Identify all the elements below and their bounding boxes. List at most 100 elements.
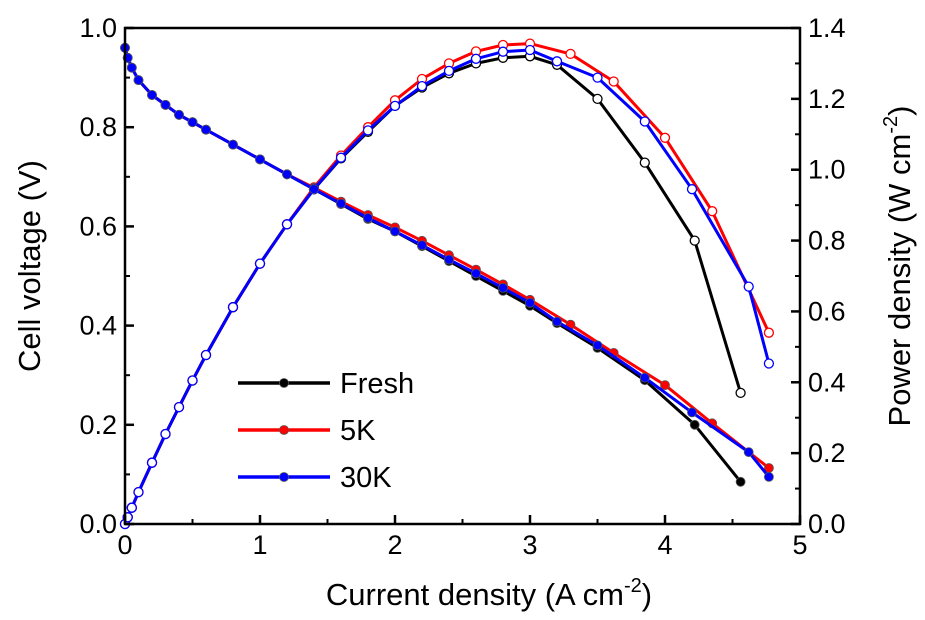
series-layer [119,38,775,530]
power-point [281,219,293,230]
y-left-tick-label: 0.8 [79,112,117,142]
plot-area: 0 1 2 3 4 50.00.20.40.60.81.00.00.20.40.60.81… [79,13,845,560]
voltage-point [174,109,184,120]
power-point [735,387,746,399]
voltage-point [764,471,774,482]
y-left-tick-label: 0.4 [79,311,117,341]
power-point [524,44,536,56]
voltage-point [160,100,171,110]
y-left-tick-label: 0.2 [79,410,117,440]
voltage-point [363,213,373,223]
voltage-point [133,75,144,85]
voltage-point [309,184,319,195]
power-point [497,46,509,57]
power-point [659,132,671,143]
y-right-tick-label: 0.6 [808,296,846,326]
legend-marker [279,378,289,388]
ticks-layer: 0 1 2 3 4 50.00.20.40.60.81.00.00.20.40.60.81… [79,13,845,560]
voltage-point [525,297,535,308]
power-point [551,56,563,67]
voltage-point [417,240,427,251]
power-point [133,486,144,498]
x-tick-label: 0 [117,530,132,560]
power-point [639,116,650,127]
voltage-point [498,282,508,293]
x-axis-title-end: ) [642,577,652,612]
y-right-axis-title-sup: -2 [880,116,902,134]
power-5k [119,38,775,530]
power-point [763,327,775,338]
legend-marker [279,425,289,435]
voltage-point [735,476,746,487]
legend-label: Fresh [340,368,414,400]
x-axis-title-sup: -2 [624,575,642,597]
power-point [227,302,239,313]
legend-item-fresh: Fresh [238,368,414,400]
y-right-tick-label: 1.4 [808,13,846,43]
voltage-point [390,226,400,237]
power-point [565,48,576,60]
series-30k [119,42,775,530]
voltage-line [123,47,742,483]
y-right-axis-title: Power density (W cm-2) [880,106,917,427]
power-point [335,152,347,163]
voltage-point [255,154,265,165]
power-point [416,80,428,92]
voltage-point [147,90,157,100]
power-point [443,65,455,77]
power-point [470,53,482,64]
legend-marker [279,472,289,482]
x-axis-title-main: Current density (A cm [326,577,624,612]
power-point [389,100,401,112]
voltage-point [743,447,754,458]
voltage-point [639,372,650,383]
x-tick-label: 4 [657,530,672,560]
voltage-point [282,169,292,180]
power-point [126,502,137,513]
x-tick-label: 1 [252,530,267,560]
y-right-tick-label: 1.2 [808,84,846,114]
legend: Fresh 5K 30K [238,368,414,494]
y-left-tick-label: 1.0 [79,13,117,43]
voltage-point [471,268,481,279]
voltage-30k [120,42,774,482]
series-fresh [119,42,746,530]
power-point [686,184,698,195]
power-point [592,93,603,105]
y-left-axis-title: Cell voltage (V) [12,160,47,372]
power-point [707,206,718,217]
power-point [608,76,619,87]
power-line [123,42,771,525]
x-axis-title: Current density (A cm-2) [326,575,652,612]
voltage-point [689,419,700,430]
power-point [254,258,266,269]
voltage-point [660,380,670,391]
voltage-point [336,198,346,209]
voltage-point [592,340,603,351]
legend-label: 5K [340,415,376,447]
power-point [173,401,185,413]
voltage-point [228,139,238,150]
voltage-fresh [120,42,746,487]
y-left-tick-label: 0.6 [79,211,117,241]
x-tick-label: 3 [522,530,537,560]
x-tick-label: 2 [387,530,402,560]
voltage-point [552,316,562,327]
plot-frame [123,26,802,526]
legend-item-5k: 5K [238,415,376,447]
y-right-axis-title-main: Power density (W cm [882,134,917,427]
power-line [123,48,771,525]
x-tick-label: 5 [792,530,807,560]
power-point [743,281,754,292]
power-30k [119,44,775,530]
y-right-tick-label: 0.2 [808,438,846,468]
power-point [592,72,603,83]
power-point [689,235,700,246]
power-point [146,457,158,468]
y-right-tick-label: 0.0 [808,509,846,539]
power-point [200,349,212,361]
voltage-point [687,407,697,418]
legend-label: 30K [340,462,392,494]
power-point [639,157,650,168]
